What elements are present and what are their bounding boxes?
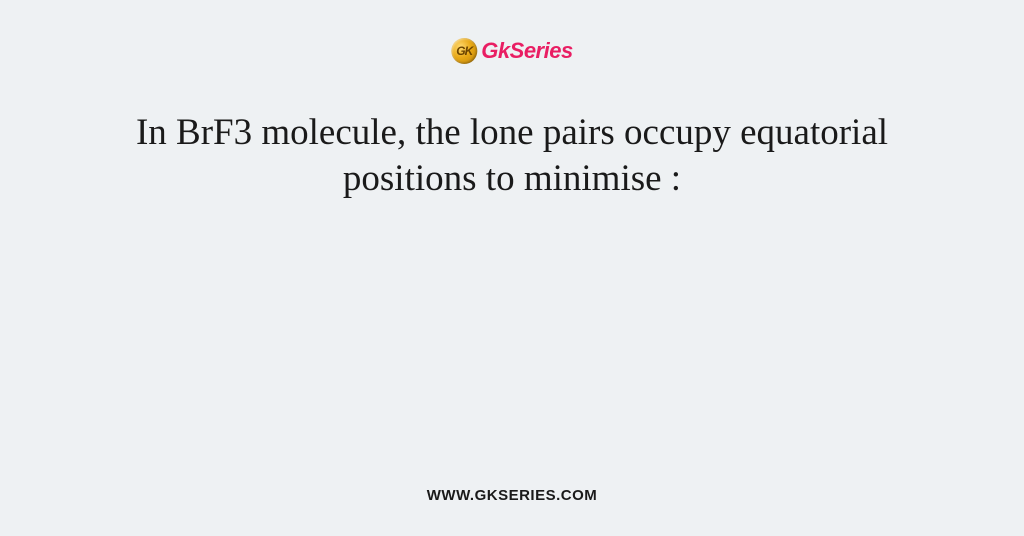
logo-badge-text: GK [456,44,472,58]
logo-brand-text: GkSeries [481,38,572,64]
website-url: WWW.GKSERIES.COM [427,487,598,504]
question-text: In BrF3 molecule, the lone pairs occupy … [72,110,952,203]
logo-badge: GK [451,38,477,64]
logo-container: GK GkSeries [451,38,572,64]
